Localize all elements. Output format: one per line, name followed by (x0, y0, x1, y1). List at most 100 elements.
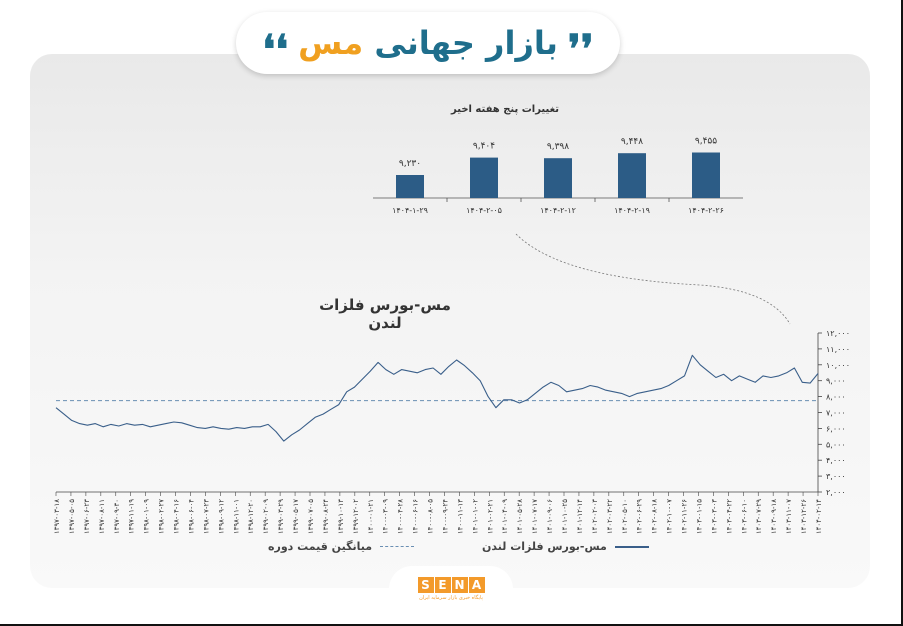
x-tick-label: ۱۴۰۰-۱۱-۱۳ (456, 499, 464, 534)
bar-value-label: ۹,۴۴۸ (621, 137, 643, 147)
x-tick-label: ۱۴۰۲-۱۰-۰۷ (666, 499, 674, 534)
x-tick-label: ۱۳۹۹-۰۷-۰۵ (307, 499, 315, 534)
x-tick-label: ۱۳۹۸-۰۱-۰۹ (143, 499, 151, 534)
x-tick-label: ۱۳۹۹-۰۲-۰۹ (262, 499, 270, 534)
quote-icon-left: ❛❛ (262, 26, 289, 73)
y-tick-label: ۷,۰۰۰ (826, 409, 846, 418)
x-tick-label: ۱۳۹۷-۰۹-۳۰ (113, 499, 121, 534)
x-tick-label: ۱۴۰۲-۰۸-۱۸ (651, 499, 659, 534)
bar (396, 175, 424, 198)
bar (544, 158, 572, 198)
y-tick-label: ۱۲,۰۰۰ (826, 329, 850, 338)
legend-series-swatch (614, 545, 649, 548)
line-chart-title: مس-بورس فلزات لندن (319, 296, 451, 332)
x-tick-label: ۱۴۰۴-۰۲-۱۴ (815, 499, 823, 534)
x-tick-label: ۱۳۹۷-۰۸-۱۱ (98, 499, 106, 534)
y-tick-label: ۸,۰۰۰ (826, 393, 846, 402)
bar-category-label: ۱۴۰۴-۲-۱۲ (540, 206, 576, 215)
bar-category-label: ۱۴۰۴-۲-۱۹ (614, 206, 650, 215)
x-tick-label: ۱۳۹۸-۱۱-۰۱ (232, 499, 240, 534)
x-tick-label: ۱۴۰۳-۰۶-۱۰ (740, 499, 748, 534)
x-tick-label: ۱۴۰۱-۰۹-۰۶ (546, 499, 554, 534)
x-tick-label: ۱۳۹۷-۱۱-۱۹ (128, 499, 136, 534)
legend-average-label: میانگین قیمت دوره (268, 540, 373, 553)
x-tick-label: ۱۳۹۸-۰۷-۲۳ (202, 499, 210, 534)
y-tick-label: ۲,۰۰۰ (826, 488, 846, 497)
x-tick-label: ۱۳۹۹-۱۲-۰۲ (352, 499, 360, 534)
sena-logo: S E N A پایگاه خبری بازار سرمایه ایران (389, 566, 513, 612)
x-tick-label: ۱۴۰۳-۰۳-۰۳ (710, 499, 718, 534)
x-tick-label: ۱۴۰۲-۰۲-۰۳ (591, 499, 599, 534)
x-tick-label: ۱۴۰۳-۰۹-۱۸ (770, 499, 778, 534)
page-title-part2: مس (298, 24, 364, 62)
connector-arrow (515, 233, 791, 325)
x-tick-label: ۱۴۰۱-۰۲-۲۱ (486, 499, 494, 534)
bar-value-label: ۹,۳۹۸ (547, 142, 569, 152)
x-tick-label: ۱۳۹۹-۱۰-۱۳ (337, 499, 345, 534)
bar-category-label: ۱۴۰۴-۱-۲۹ (392, 206, 428, 215)
legend-series: مس-بورس فلزات لندن (482, 540, 649, 553)
x-tick-label: ۱۴۰۱-۰۵-۲۸ (516, 499, 524, 534)
x-tick-label: ۱۴۰۳-۱۲-۲۶ (800, 499, 808, 534)
x-tick-label: ۱۴۰۳-۰۱-۱۵ (695, 499, 703, 534)
x-tick-label: ۱۴۰۰-۰۸-۰۵ (427, 499, 435, 534)
bar-category-label: ۱۴۰۴-۲-۲۶ (688, 206, 724, 215)
y-tick-label: ۶,۰۰۰ (826, 424, 846, 433)
page-title-part1: بازار جهانی (374, 24, 558, 62)
sena-logo-subtitle: پایگاه خبری بازار سرمایه ایران (419, 595, 483, 601)
x-tick-label: ۱۴۰۲-۰۶-۲۹ (636, 499, 644, 534)
legend-average: میانگین قیمت دوره (268, 540, 415, 553)
legend-series-label: مس-بورس فلزات لندن (482, 540, 607, 553)
x-tick-label: ۱۳۹۹-۰۳-۲۹ (277, 499, 285, 534)
x-tick-label: ۱۳۹۸-۰۴-۱۶ (173, 499, 181, 534)
bar-value-label: ۹,۴۰۴ (473, 142, 495, 152)
x-tick-label: ۱۳۹۸-۰۶-۰۴ (187, 499, 195, 534)
x-tick-label: ۱۴۰۳-۰۷-۲۹ (755, 499, 763, 534)
x-tick-label: ۱۴۰۳-۰۴-۲۲ (725, 499, 733, 534)
y-tick-label: ۱۰,۰۰۰ (826, 361, 850, 370)
x-tick-label: ۱۳۹۷-۰۶-۲۳ (83, 499, 91, 534)
legend-average-swatch (380, 546, 415, 547)
y-tick-label: ۳,۰۰۰ (826, 472, 846, 481)
logo-letter: S (417, 577, 434, 593)
x-tick-label: ۱۴۰۰-۰۹-۲۴ (441, 499, 449, 534)
x-tick-label: ۱۴۰۲-۱۱-۲۶ (681, 499, 689, 534)
bar (692, 152, 720, 198)
x-tick-label: ۱۴۰۳-۱۱-۰۷ (785, 499, 793, 534)
x-tick-label: ۱۳۹۸-۰۲-۲۷ (158, 499, 166, 534)
bar-chart-title: تغییرات پنج هفته اخیر (451, 104, 559, 115)
y-tick-label: ۱۱,۰۰۰ (826, 345, 850, 354)
x-tick-label: ۱۳۹۷-۰۵-۰۵ (68, 499, 76, 534)
quote-icon-right: ❜❜ (567, 26, 594, 73)
x-tick-label: ۱۴۰۲-۰۵-۱۰ (621, 499, 629, 534)
x-tick-label: ۱۳۹۷-۰۳-۱۸ (53, 499, 61, 534)
x-tick-label: ۱۴۰۰-۰۳-۰۹ (382, 499, 390, 534)
x-tick-label: ۱۳۹۹-۰۸-۲۴ (322, 499, 330, 534)
bar (470, 157, 498, 198)
page-title: بازار جهانی مس (288, 24, 568, 62)
bar-value-label: ۹,۲۳۰ (399, 159, 421, 169)
x-tick-label: ۱۴۰۰-۰۶-۱۶ (412, 499, 420, 534)
bar-category-label: ۱۴۰۴-۲-۰۵ (466, 206, 502, 215)
x-tick-label: ۱۴۰۱-۰۴-۰۹ (501, 499, 509, 534)
x-tick-label: ۱۳۹۸-۱۲-۲۰ (247, 499, 255, 534)
x-tick-label: ۱۴۰۱-۱۲-۱۴ (576, 499, 584, 534)
x-tick-label: ۱۴۰۱-۰۱-۰۲ (471, 499, 479, 534)
x-tick-label: ۱۳۹۸-۰۹-۱۲ (217, 499, 225, 534)
x-tick-label: ۱۴۰۱-۰۷-۱۷ (531, 499, 539, 534)
x-tick-label: ۱۴۰۲-۰۳-۲۲ (606, 499, 614, 534)
y-tick-label: ۴,۰۰۰ (826, 456, 846, 465)
y-tick-label: ۹,۰۰۰ (826, 377, 846, 386)
logo-letter: N (451, 577, 468, 593)
logo-letter: A (468, 577, 485, 593)
y-tick-label: ۵,۰۰۰ (826, 440, 846, 449)
x-tick-label: ۱۴۰۰-۰۴-۲۸ (397, 499, 405, 534)
series-line-copy (55, 354, 819, 442)
logo-letter: E (434, 577, 451, 593)
bar (618, 153, 646, 198)
sena-logo-letters: S E N A (417, 577, 485, 593)
x-tick-label: ۱۳۹۹-۰۵-۱۷ (292, 499, 300, 534)
chart-card (30, 54, 870, 588)
